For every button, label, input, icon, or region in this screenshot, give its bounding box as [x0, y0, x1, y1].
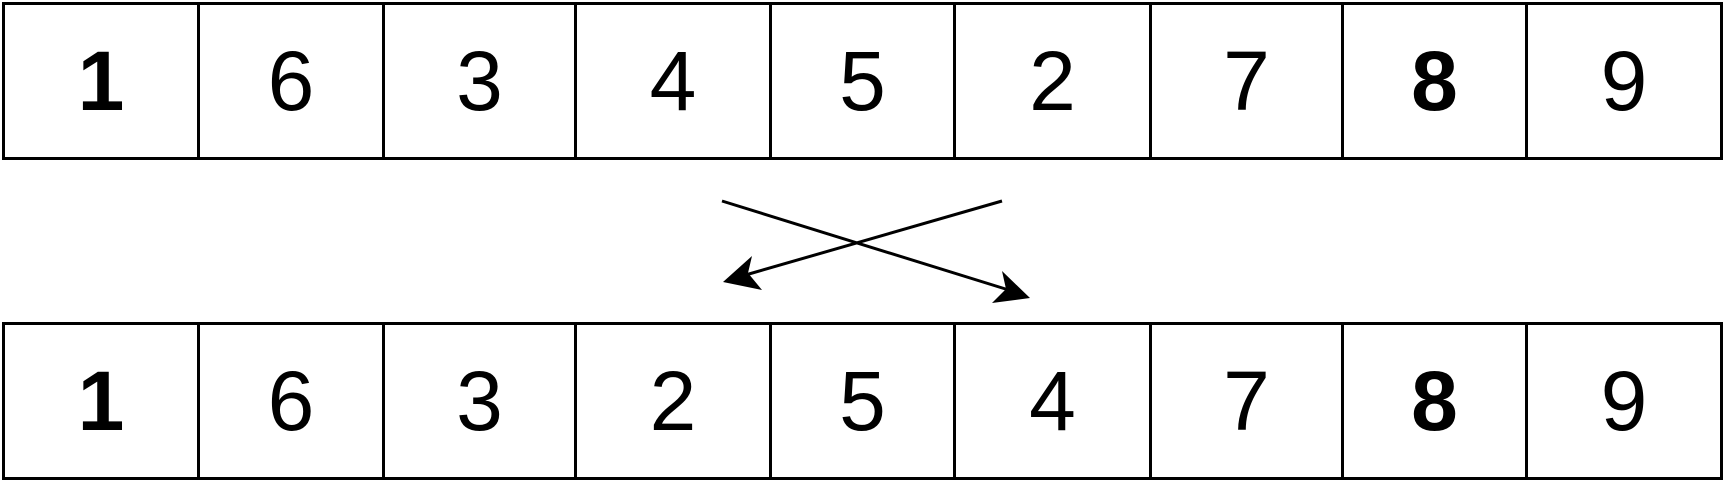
swap-arrowhead-left — [723, 256, 762, 290]
array-before-cell-5: 2 — [956, 5, 1152, 157]
array-after-cell-7: 8 — [1344, 325, 1528, 477]
array-after: 1 6 3 2 5 4 7 8 9 — [2, 322, 1723, 480]
array-after-cell-0: 1 — [5, 325, 200, 477]
array-before-cell-4: 5 — [772, 5, 956, 157]
array-before-cell-0: 1 — [5, 5, 200, 157]
array-before-cell-1: 6 — [200, 5, 385, 157]
array-before-cell-7: 8 — [1344, 5, 1528, 157]
array-before-cell-8: 9 — [1600, 34, 1648, 128]
array-after-cell-2: 3 — [385, 325, 577, 477]
swap-arrow-right — [721, 199, 1013, 293]
swap-arrow-left — [741, 199, 1003, 278]
array-after-cell-8: 9 — [1600, 354, 1648, 448]
swap-arrowhead-right — [992, 271, 1030, 303]
array-before: 1 6 3 4 5 2 7 8 9 — [2, 2, 1723, 160]
array-before-cell-2: 3 — [385, 5, 577, 157]
array-after-cell-5: 4 — [956, 325, 1152, 477]
array-before-cell-6: 7 — [1152, 5, 1344, 157]
array-after-cell-4: 5 — [772, 325, 956, 477]
array-before-cell-3: 4 — [577, 5, 772, 157]
array-after-cell-3: 2 — [577, 325, 772, 477]
array-after-cell-6: 7 — [1152, 325, 1344, 477]
array-after-cell-1: 6 — [200, 325, 385, 477]
